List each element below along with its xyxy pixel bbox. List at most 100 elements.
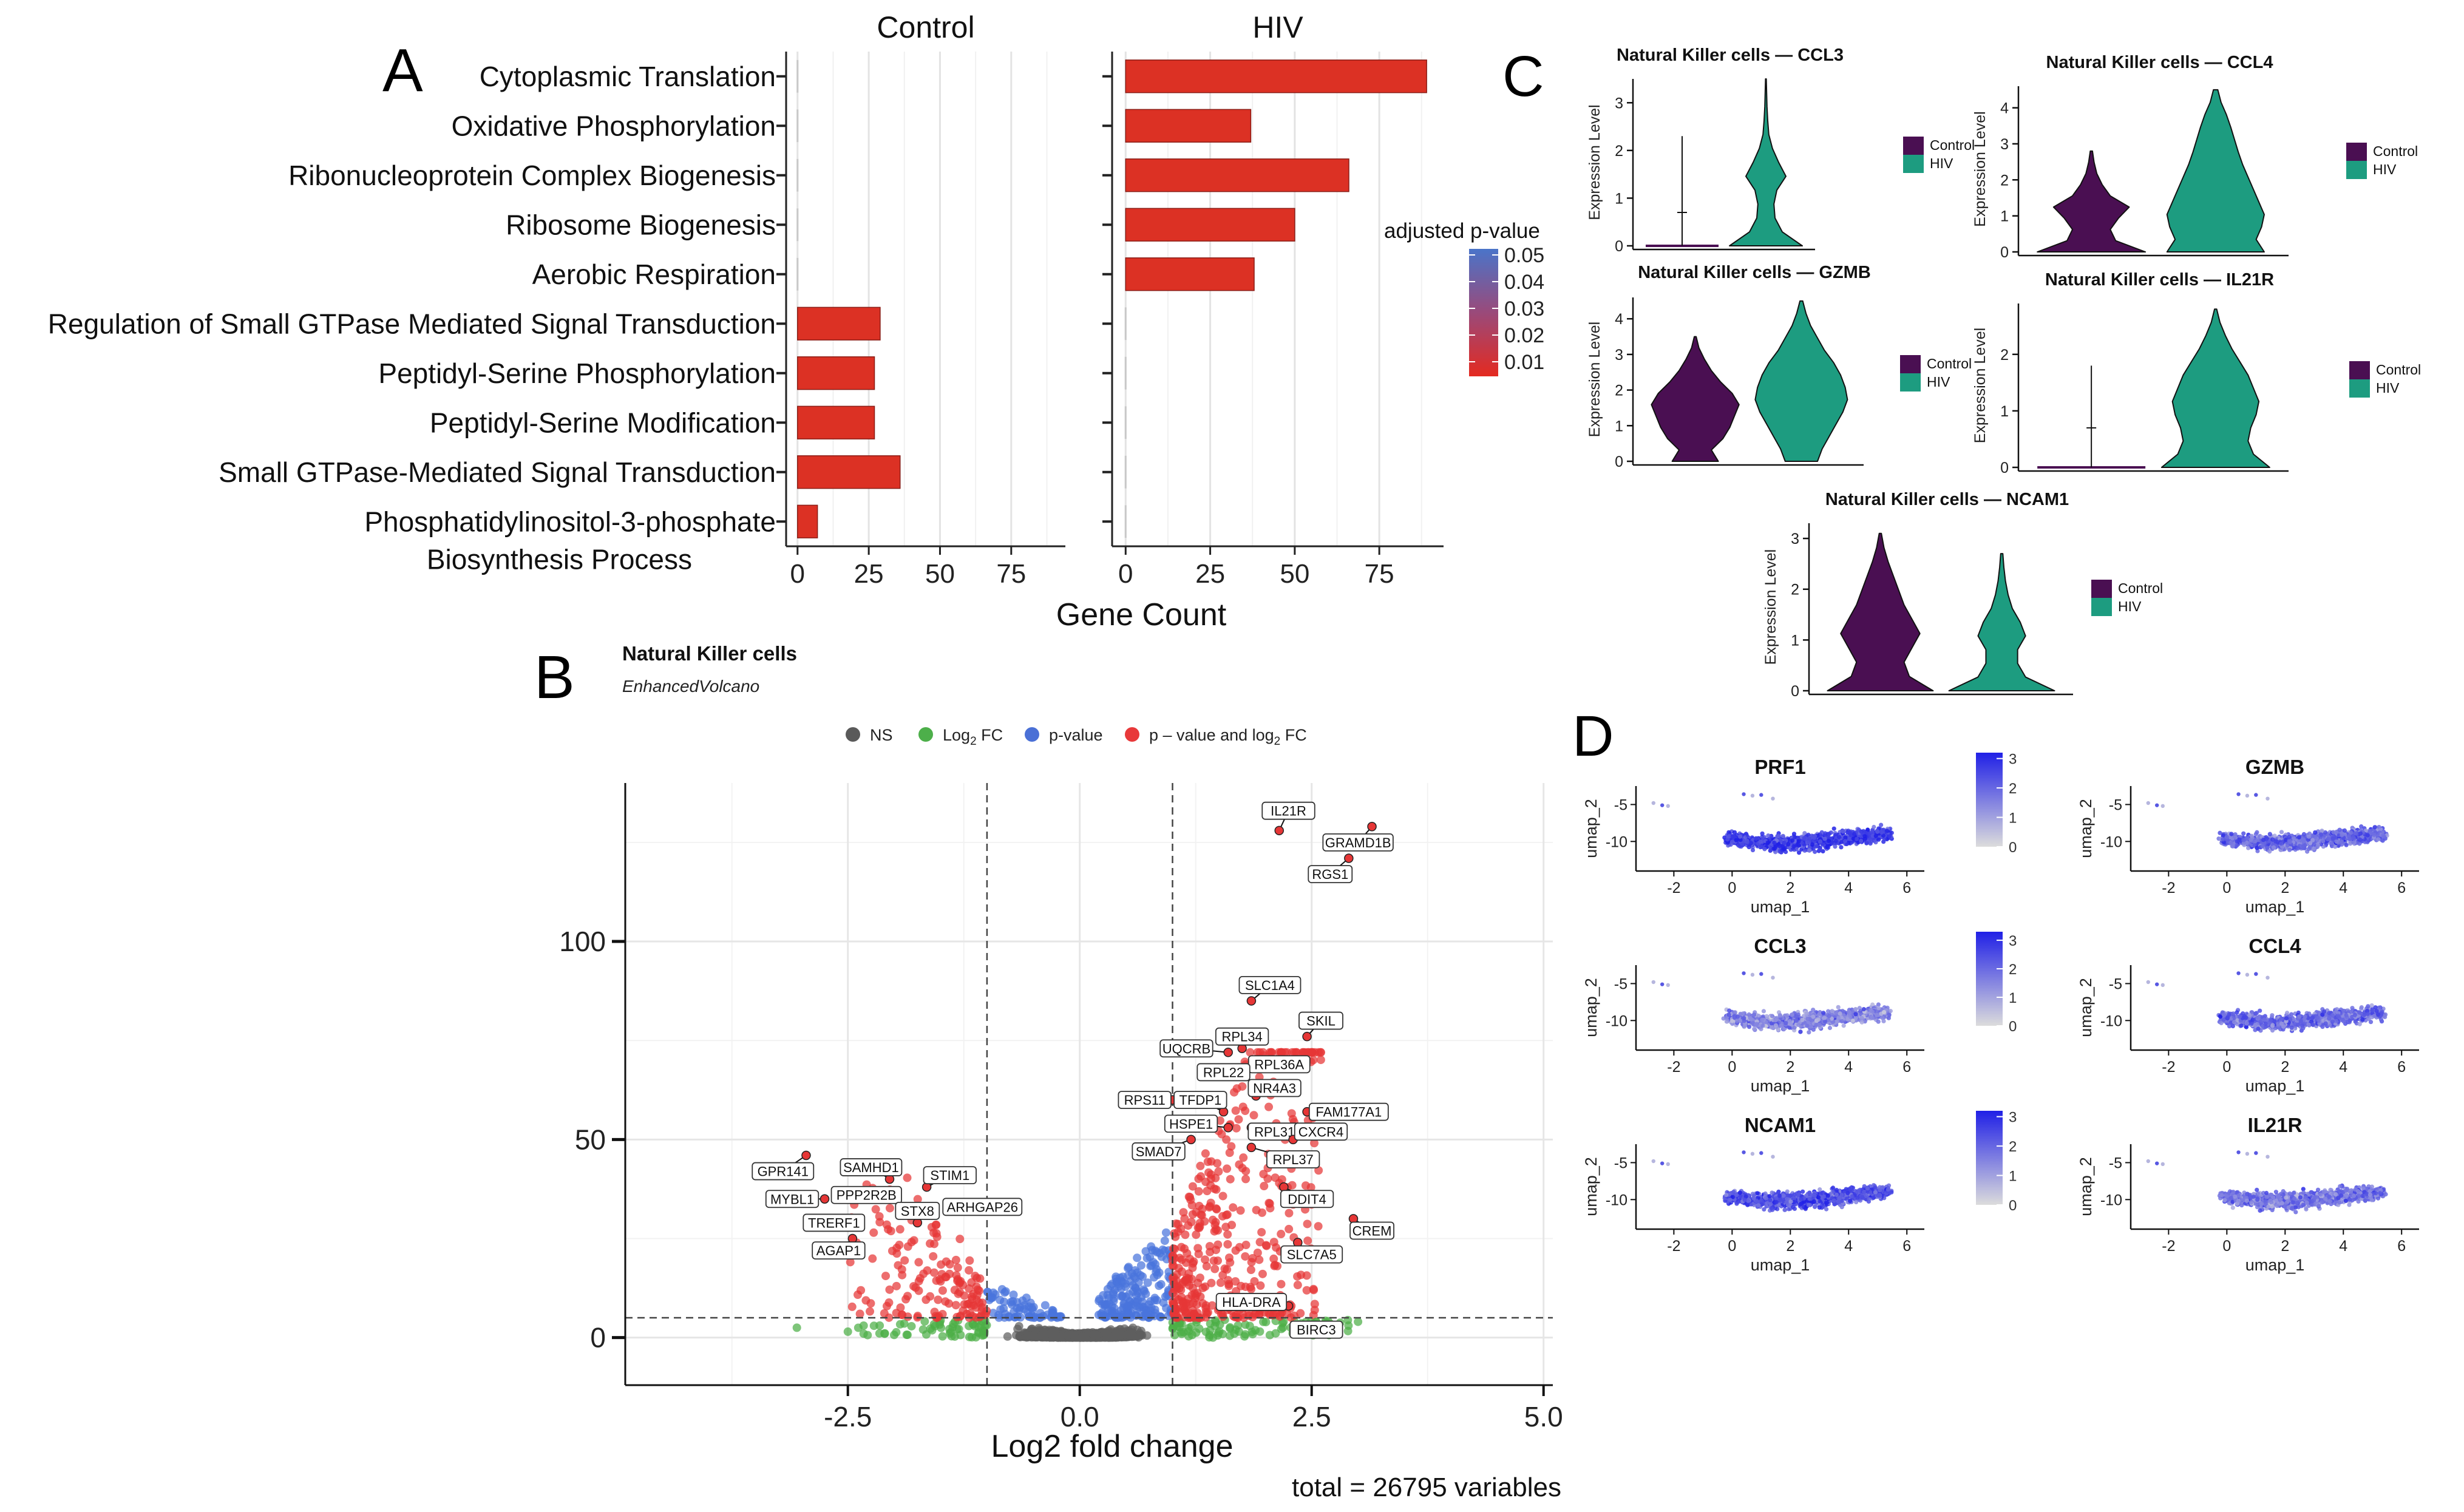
volcano-point: [1003, 1332, 1012, 1341]
volcano-point: [1078, 1332, 1087, 1341]
volcano-point: [1265, 1331, 1274, 1340]
cell-point: [2218, 830, 2222, 835]
volcano-point: [1184, 1332, 1193, 1341]
bar-control: [797, 455, 901, 489]
volcano-point: [896, 1303, 905, 1312]
cell-point: [2279, 841, 2284, 846]
volcano-point: [868, 1254, 877, 1263]
legend-swatch-hiv: [1903, 155, 1924, 173]
bar-control: [797, 405, 875, 439]
legend-label-hiv: HIV: [1927, 374, 1950, 390]
volcano-point: [1258, 1269, 1267, 1278]
legend-text: p – value and log: [1149, 726, 1274, 744]
volcano-point: [1303, 1219, 1312, 1229]
y-tick-label: 1: [1615, 418, 1623, 435]
cell-point: [1807, 848, 1812, 853]
volcano-point: [929, 1252, 938, 1261]
cell-point: [1782, 841, 1787, 846]
volcano-point: [1214, 1167, 1223, 1176]
volcano-point: [932, 1276, 941, 1285]
volcano-point: [895, 1225, 904, 1234]
cell-point: [1875, 829, 1879, 833]
volcano-point: [1293, 1281, 1302, 1290]
cell-point: [1814, 844, 1819, 849]
volcano-point: [1285, 1209, 1294, 1218]
cell-point: [2267, 832, 2272, 836]
labeled-point: [1274, 825, 1284, 836]
cell-point: [2313, 830, 2318, 835]
cell-point: [1742, 792, 1746, 796]
legend-subscript: 2: [1274, 735, 1281, 748]
violin-plot-3: Natural Killer cells — GZMB01234Expressi…: [1586, 263, 1972, 470]
x-tick-label: 0: [1728, 880, 1736, 897]
volcano-subtitle: EnhancedVolcano: [622, 677, 759, 696]
volcano-point: [1133, 1253, 1142, 1263]
volcano-point: [1063, 1331, 1072, 1340]
x-tick-label: 2: [1786, 880, 1794, 897]
y-tick-label: 1: [1615, 190, 1623, 207]
volcano-point: [1241, 1252, 1250, 1261]
volcano-point: [1257, 1208, 1266, 1217]
cell-point: [1758, 839, 1763, 844]
cell-point: [2340, 833, 2344, 838]
cell-point: [1666, 804, 1670, 809]
x-tick-label: 6: [1902, 1059, 1911, 1076]
cell-point: [2160, 804, 2165, 809]
colorbar: [1976, 753, 2003, 847]
cell-point: [1771, 796, 1775, 801]
panel-label-c: C: [1502, 44, 1544, 109]
umap-title: PRF1: [1754, 756, 1805, 778]
gene-label: FAM177A1: [1315, 1105, 1382, 1120]
volcano-point: [1159, 1298, 1168, 1307]
legend-label-hiv: HIV: [2376, 380, 2400, 396]
cell-point: [2230, 844, 2235, 849]
y-axis-label: Expression Level: [1972, 328, 1989, 443]
volcano-point: [934, 1295, 943, 1304]
volcano-point: [1106, 1281, 1115, 1290]
volcano-point: [1187, 1218, 1196, 1227]
cell-point: [2248, 837, 2253, 842]
cell-point: [2246, 846, 2251, 850]
volcano-point: [1206, 1247, 1215, 1256]
volcano-cutoff-lines: [625, 783, 1553, 1385]
cell-point: [2286, 835, 2292, 839]
volcano-point: [903, 1173, 912, 1182]
gene-label: RPL22: [1203, 1065, 1244, 1080]
volcano-point: [1226, 1258, 1235, 1267]
volcano-point: [1022, 1333, 1031, 1342]
cell-point: [1873, 833, 1878, 838]
volcano-point: [1150, 1293, 1159, 1303]
volcano-point: [1234, 1321, 1243, 1330]
cell-point: [2353, 831, 2358, 836]
category-label-line: Phosphatidylinositol-3-phosphate: [364, 506, 776, 537]
volcano-point: [938, 1332, 947, 1341]
cell-point: [1729, 839, 1735, 844]
cell-point: [1827, 832, 1831, 836]
cell-point: [2245, 793, 2250, 798]
legend-text: p-value: [1049, 726, 1103, 744]
volcano-point: [1249, 1111, 1258, 1120]
volcano-point: [945, 1299, 954, 1308]
legend-tick-label: 0.02: [1504, 324, 1544, 347]
x-tick-label: 2.5: [1292, 1401, 1331, 1432]
volcano-point: [1152, 1267, 1161, 1276]
legend-swatch-control: [2349, 361, 2370, 379]
colorbar-tick-label: 2: [2009, 781, 2017, 797]
gene-label: RGS1: [1312, 867, 1348, 882]
volcano-point: [1303, 1236, 1312, 1246]
colorbar-tick-label: 0: [2009, 839, 2017, 856]
x-tick-label: 0: [1118, 559, 1133, 589]
y-tick-label: 50: [575, 1124, 606, 1155]
gene-label: RPS11: [1124, 1093, 1166, 1108]
y-tick-label: 2: [1615, 382, 1623, 399]
volcano-gridlines: [625, 783, 1553, 1385]
cell-point: [2154, 803, 2159, 807]
y-tick-label: 0: [2000, 244, 2009, 261]
gene-label: GPR141: [758, 1164, 809, 1179]
cell-point: [1746, 844, 1751, 850]
y-tick-label: 4: [2000, 100, 2009, 117]
gene-label: RPL36A: [1254, 1057, 1304, 1072]
cell-point: [2271, 845, 2276, 850]
